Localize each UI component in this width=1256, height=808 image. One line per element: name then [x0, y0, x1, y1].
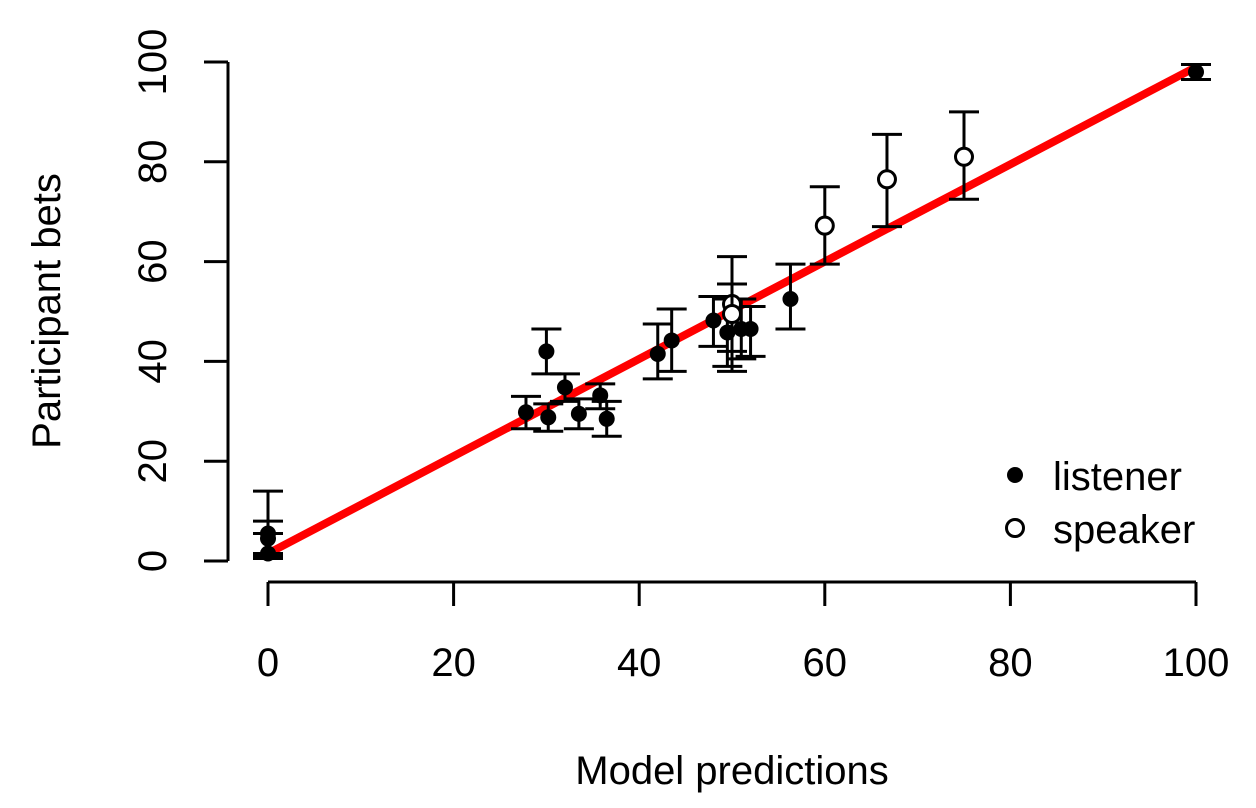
data-marks — [253, 62, 1211, 562]
listener-point — [563, 397, 594, 431]
listener-marker — [260, 545, 276, 562]
x-axis: 0 20 40 60 80 100 — [257, 580, 1230, 685]
speaker-point — [809, 185, 840, 266]
legend-label-listener: listener — [1053, 455, 1182, 499]
listener-point — [1181, 62, 1211, 81]
listener-point — [591, 399, 622, 438]
speaker-point — [871, 132, 902, 229]
x-tick-label: 60 — [803, 641, 848, 685]
x-tick-label: 100 — [1163, 641, 1230, 685]
listener-marker — [517, 404, 534, 421]
listener-point — [253, 532, 283, 562]
listener-point — [531, 327, 562, 376]
x-tick-label: 20 — [431, 641, 476, 685]
listener-point — [656, 307, 687, 373]
listener-marker — [592, 387, 609, 404]
y-tick-label: 40 — [131, 339, 175, 384]
x-tick-label: 80 — [988, 641, 1033, 685]
speaker-marker — [876, 169, 897, 190]
listener-marker — [705, 312, 722, 329]
x-axis-title: Model predictions — [575, 749, 889, 793]
listener-marker — [649, 345, 666, 362]
y-tick-label: 20 — [131, 439, 175, 484]
speaker-marker — [954, 146, 974, 167]
legend-label-speaker: speaker — [1053, 508, 1195, 552]
listener-point — [642, 322, 673, 381]
listener-marker — [570, 405, 587, 422]
y-tick-label: 0 — [131, 550, 175, 572]
listener-marker — [1188, 63, 1204, 80]
legend-marker-speaker — [1005, 518, 1025, 538]
speaker-marker — [722, 303, 742, 324]
listener-marker — [782, 291, 799, 308]
listener-marker — [663, 332, 680, 349]
listener-marker — [556, 379, 573, 396]
listener-point — [533, 402, 564, 433]
speaker-marker — [814, 215, 835, 236]
listener-point — [549, 372, 580, 403]
y-tick-label: 60 — [131, 239, 175, 284]
listener-marker — [538, 343, 555, 360]
listener-marker — [742, 320, 759, 337]
listener-marker — [598, 410, 615, 427]
legend-marker-listener — [1007, 467, 1023, 483]
listener-point — [510, 394, 541, 431]
y-tick-label: 100 — [131, 29, 175, 96]
speaker-point — [717, 282, 747, 353]
x-tick-label: 40 — [617, 641, 662, 685]
y-axis: 0 20 40 60 80 100 — [131, 29, 230, 572]
legend: listener speaker — [1005, 455, 1195, 552]
listener-marker — [540, 409, 557, 426]
y-axis-title: Participant bets — [25, 173, 69, 449]
listener-point — [585, 382, 616, 411]
speaker-point — [949, 110, 979, 201]
x-tick-label: 0 — [257, 641, 279, 685]
listener-point — [698, 295, 729, 348]
y-tick-label: 80 — [131, 140, 175, 185]
listener-point — [775, 262, 806, 331]
